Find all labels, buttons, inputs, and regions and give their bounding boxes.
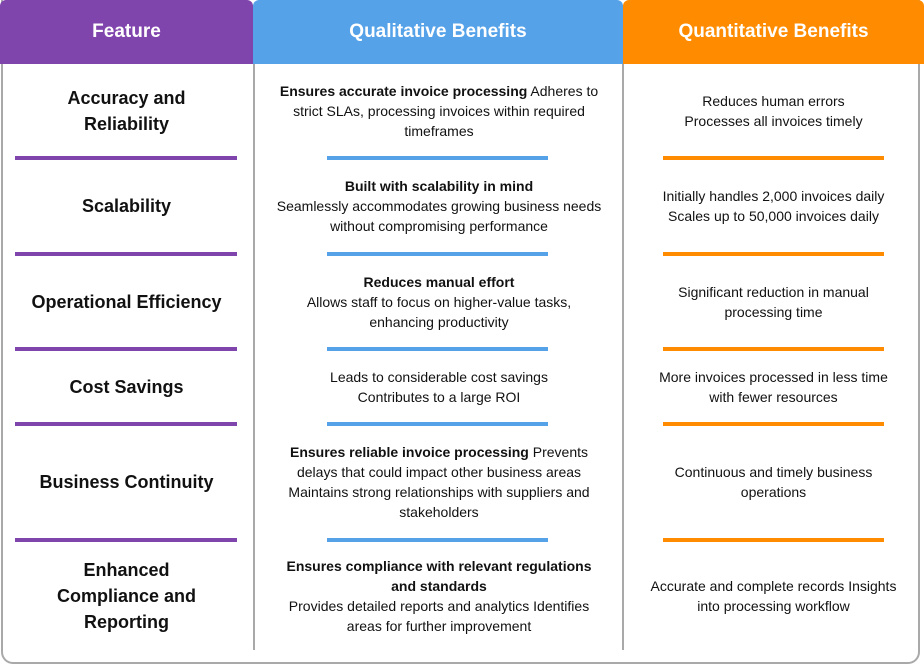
qualitative-body: Leads to considerable cost savings Contr… — [330, 368, 548, 405]
qualitative-cell: Ensures compliance with relevant regulat… — [255, 540, 623, 652]
qualitative-text: Ensures compliance with relevant regulat… — [275, 556, 603, 636]
qualitative-body: Adheres to strict SLAs, processing invoi… — [293, 83, 599, 139]
header-qualitative-benefits: Qualitative Benefits — [253, 0, 623, 64]
qualitative-body: Provides detailed reports and analytics … — [288, 598, 590, 634]
row-separator — [663, 538, 884, 542]
quantitative-text: Reduces human errors Processes all invoi… — [684, 93, 863, 129]
feature-cell: Business Continuity — [0, 424, 253, 540]
feature-label: Business Continuity — [39, 472, 214, 492]
feature-cell: Cost Savings — [0, 349, 253, 424]
quantitative-cell: Initially handles 2,000 invoices daily S… — [625, 158, 922, 254]
qualitative-cell: Leads to considerable cost savings Contr… — [255, 349, 623, 424]
row-separator — [663, 252, 884, 256]
qualitative-text: Ensures accurate invoice processing Adhe… — [275, 81, 603, 141]
row-separator — [15, 538, 237, 542]
qualitative-body: Allows staff to focus on higher-value ta… — [306, 293, 572, 330]
feature-cell: Operational Efficiency — [0, 254, 253, 349]
qualitative-text: Reduces manual effort Allows staff to foc… — [275, 272, 603, 332]
feature-label: Enhanced Compliance and Reporting — [56, 560, 197, 632]
qualitative-cell: Ensures reliable invoice processing Prev… — [255, 424, 623, 540]
row-separator — [327, 156, 548, 160]
quantitative-cell: Significant reduction in manual processi… — [625, 254, 922, 349]
qualitative-lead: Ensures accurate invoice processing — [279, 83, 528, 99]
qualitative-body: Seamlessly accommodates growing business… — [276, 198, 602, 234]
qualitative-lead: Ensures compliance with relevant regulat… — [286, 558, 592, 594]
row-separator — [327, 252, 548, 256]
feature-label: Cost Savings — [69, 376, 184, 397]
row-separator — [663, 156, 884, 160]
row-separator — [327, 347, 548, 351]
quantitative-text: More invoices processed in less time wit… — [659, 368, 888, 405]
column-divider — [622, 64, 624, 650]
qualitative-cell: Built with scalability in mind Seamlessly… — [255, 158, 623, 254]
header-quantitative-benefits: Quantitative Benefits — [623, 0, 924, 64]
qualitative-text: Built with scalability in mind Seamlessly… — [275, 176, 603, 236]
quantitative-cell: More invoices processed in less time wit… — [625, 349, 922, 424]
row-separator — [327, 538, 548, 542]
quantitative-cell: Reduces human errors Processes all invoi… — [625, 64, 922, 158]
qualitative-text: Leads to considerable cost savings Contr… — [330, 367, 548, 407]
row-separator — [15, 347, 237, 351]
feature-label: Operational Efficiency — [31, 291, 222, 312]
row-separator — [15, 252, 237, 256]
quantitative-text: Accurate and complete records Insights i… — [650, 578, 897, 614]
qualitative-body: Prevents delays that could impact other … — [288, 444, 590, 520]
feature-cell: Scalability — [0, 158, 253, 254]
header-feature: Feature — [0, 0, 253, 64]
qualitative-lead: Built with scalability in mind — [344, 178, 534, 194]
row-separator — [327, 422, 548, 426]
feature-cell: Enhanced Compliance and Reporting — [0, 540, 253, 652]
row-separator — [15, 156, 237, 160]
row-separator — [15, 422, 237, 426]
feature-label: Accuracy and Reliability — [67, 88, 186, 134]
quantitative-text: Significant reduction in manual processi… — [678, 283, 869, 320]
quantitative-text: Initially handles 2,000 invoices daily S… — [662, 188, 885, 224]
row-separator — [663, 347, 884, 351]
qualitative-text: Ensures reliable invoice processing Prev… — [275, 442, 603, 522]
qualitative-lead: Ensures reliable invoice processing — [289, 444, 529, 460]
row-separator — [663, 422, 884, 426]
quantitative-cell: Accurate and complete records Insights i… — [625, 540, 922, 652]
quantitative-cell: Continuous and timely business operation… — [625, 424, 922, 540]
feature-cell: Accuracy and Reliability — [0, 64, 253, 158]
feature-label: Scalability — [81, 196, 172, 216]
quantitative-text: Continuous and timely business operation… — [674, 464, 873, 500]
qualitative-lead: Reduces manual effort — [363, 273, 515, 290]
qualitative-cell: Reduces manual effort Allows staff to foc… — [255, 254, 623, 349]
column-divider — [253, 64, 255, 650]
qualitative-cell: Ensures accurate invoice processing Adhe… — [255, 64, 623, 158]
